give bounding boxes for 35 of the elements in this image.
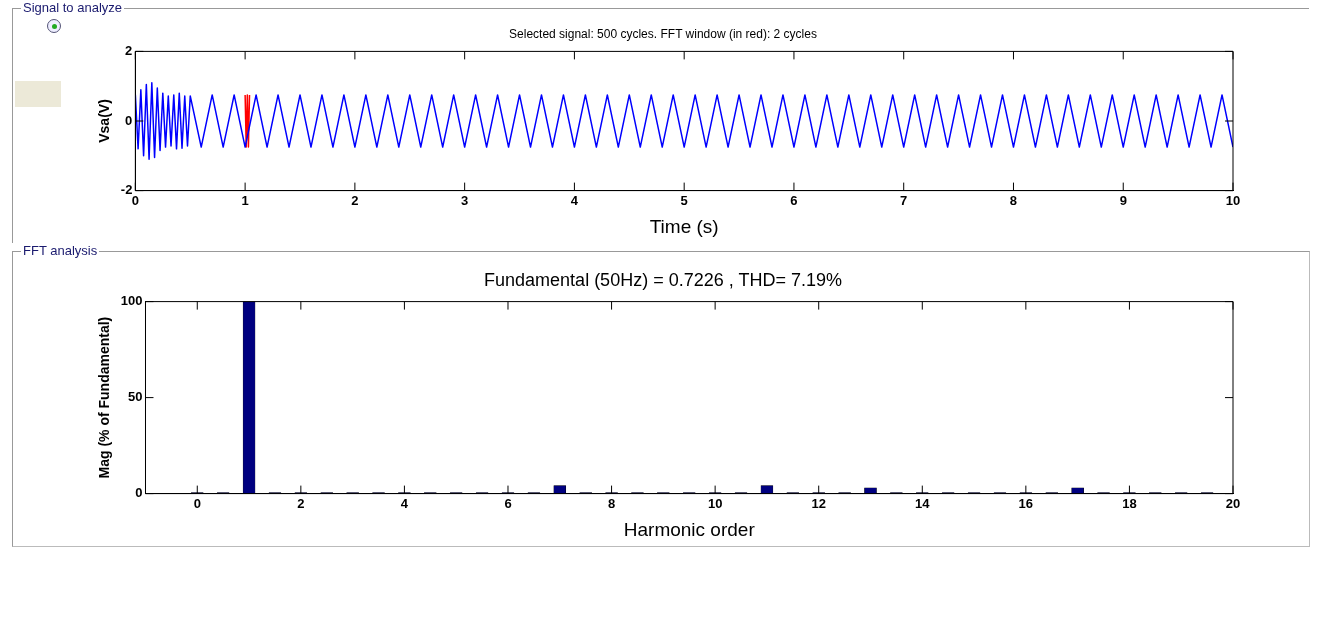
x-tick-label: 16 — [1018, 495, 1034, 511]
x-tick-label: 0 — [193, 495, 201, 511]
x-tick-label: 1 — [241, 192, 249, 208]
x-tick-label: 3 — [461, 192, 469, 208]
x-tick-label: 7 — [900, 192, 908, 208]
x-tick-label: 5 — [680, 192, 688, 208]
y-tick-label: 0 — [135, 485, 143, 501]
x-tick-label: 18 — [1122, 495, 1137, 511]
x-tick-label: 6 — [504, 495, 512, 511]
x-tick-label: 6 — [790, 192, 798, 208]
x-tick-label: 4 — [570, 192, 579, 208]
chart-title: Fundamental (50Hz) = 0.7226 , THD= 7.19% — [484, 269, 842, 290]
x-tick-label: 8 — [607, 495, 616, 511]
text: FFT analysis — [21, 243, 100, 258]
y-tick-label: 2 — [125, 42, 133, 58]
x-tick-label: 9 — [1119, 192, 1127, 208]
x-tick-label: 12 — [811, 495, 826, 511]
text: Signal to analyze — [21, 0, 125, 15]
y-tick-label: -2 — [120, 182, 133, 198]
x-axis-title: Harmonic order — [623, 518, 756, 540]
y-tick-label: 100 — [120, 293, 143, 309]
y-axis-title: Mag (% of Fundamental) — [96, 316, 113, 479]
y-tick-label: 0 — [125, 112, 133, 128]
x-tick-label: 8 — [1009, 192, 1018, 208]
x-tick-label: 10 — [1225, 192, 1241, 208]
x-tick-label: 10 — [707, 495, 723, 511]
y-tick-label: 50 — [128, 389, 143, 405]
y-axis-title: Vsa(V) — [96, 99, 113, 143]
x-tick-label: 2 — [297, 495, 305, 511]
x-tick-label: 14 — [915, 495, 931, 511]
chart-title: Selected signal: 500 cycles. FFT window (in red): 2 cycles — [509, 26, 817, 41]
x-tick-label: 2 — [351, 192, 359, 208]
x-tick-label: 20 — [1225, 495, 1241, 511]
x-axis-title: Time (s) — [649, 215, 719, 237]
x-tick-label: 4 — [400, 495, 409, 511]
